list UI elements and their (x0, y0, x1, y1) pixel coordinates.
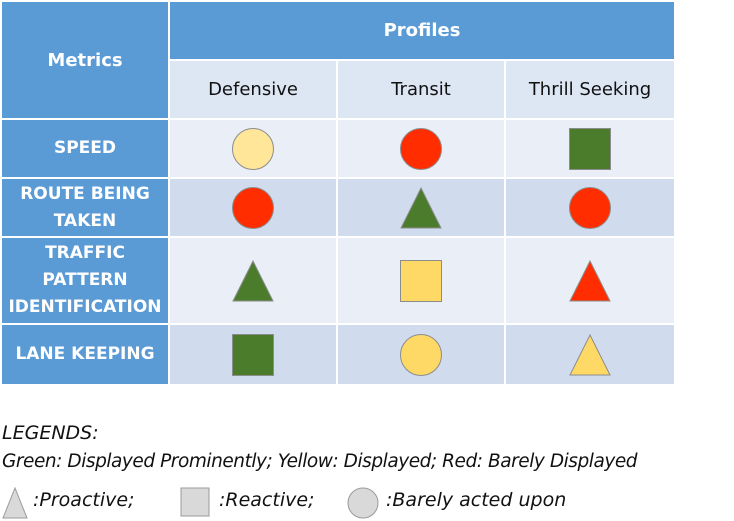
cell-lane-defensive (170, 325, 336, 384)
circle-icon (400, 127, 442, 170)
legend-triangle (2, 487, 28, 519)
circle-icon (569, 186, 611, 229)
cell-speed-defensive (170, 120, 336, 177)
row-label: TAKEN (53, 210, 117, 231)
row-label: IDENTIFICATION (8, 297, 162, 317)
profile-thrill-seeking-header: Thrill Seeking (506, 61, 674, 118)
triangle-icon (569, 333, 611, 375)
row-header-speed: SPEED (2, 120, 168, 177)
profile-defensive-header: Defensive (170, 61, 336, 118)
cell-traffic-defensive (170, 238, 336, 323)
metrics-profiles-table: Metrics Profiles Defensive Transit Thril… (2, 2, 674, 384)
row-label: LANE KEEPING (15, 344, 155, 364)
triangle-icon (2, 487, 28, 519)
circle-icon (232, 186, 274, 229)
cell-lane-thrill-seeking (506, 325, 674, 384)
row-label: SPEED (53, 138, 117, 158)
legend-square (180, 487, 210, 517)
circle-icon (347, 487, 379, 519)
square-icon (400, 259, 442, 302)
rating-square (232, 333, 274, 376)
rating-triangle (569, 333, 611, 375)
cell-traffic-transit (338, 238, 504, 323)
triangle-icon (569, 259, 611, 301)
cell-speed-thrill-seeking (506, 120, 674, 177)
triangle-icon (232, 259, 274, 301)
legend-reactive-label: :Reactive; (219, 489, 315, 511)
square-icon (232, 333, 274, 376)
rating-triangle (232, 259, 274, 301)
legend-colors-line: Green: Displayed Prominently; Yellow: Di… (2, 451, 638, 472)
rating-triangle (400, 186, 442, 228)
row-label: PATTERN (42, 270, 128, 290)
rating-circle (400, 127, 442, 170)
square-icon (569, 127, 611, 170)
row-header-route-being-taken: ROUTE BEING TAKEN (2, 179, 168, 236)
circle-icon (400, 333, 442, 376)
rating-circle (232, 186, 274, 229)
legend-barely-acted-label: :Barely acted upon (386, 489, 567, 511)
square-icon (180, 487, 210, 517)
profile-transit-header: Transit (338, 61, 504, 118)
cell-route-defensive (170, 179, 336, 236)
rating-circle (400, 333, 442, 376)
profiles-header: Profiles (170, 2, 674, 59)
legend-circle (347, 487, 379, 519)
rating-square (400, 259, 442, 302)
cell-route-transit (338, 179, 504, 236)
cell-route-thrill-seeking (506, 179, 674, 236)
row-header-traffic-pattern-identification: TRAFFIC PATTERN IDENTIFICATION (2, 238, 168, 323)
rating-square (569, 127, 611, 170)
triangle-icon (400, 186, 442, 228)
circle-icon (232, 127, 274, 170)
legend-proactive-label: :Proactive; (33, 489, 135, 511)
legend-shapes: :Proactive; :Reactive; :Barely acted upo… (0, 486, 734, 520)
row-label: ROUTE BEING (20, 183, 150, 204)
metrics-header: Metrics (2, 2, 168, 118)
cell-speed-transit (338, 120, 504, 177)
cell-lane-transit (338, 325, 504, 384)
row-label: TRAFFIC (45, 243, 125, 263)
rating-circle (569, 186, 611, 229)
cell-traffic-thrill-seeking (506, 238, 674, 323)
row-header-lane-keeping: LANE KEEPING (2, 325, 168, 384)
legend-title: LEGENDS: (2, 422, 99, 444)
rating-circle (232, 127, 274, 170)
rating-triangle (569, 259, 611, 301)
